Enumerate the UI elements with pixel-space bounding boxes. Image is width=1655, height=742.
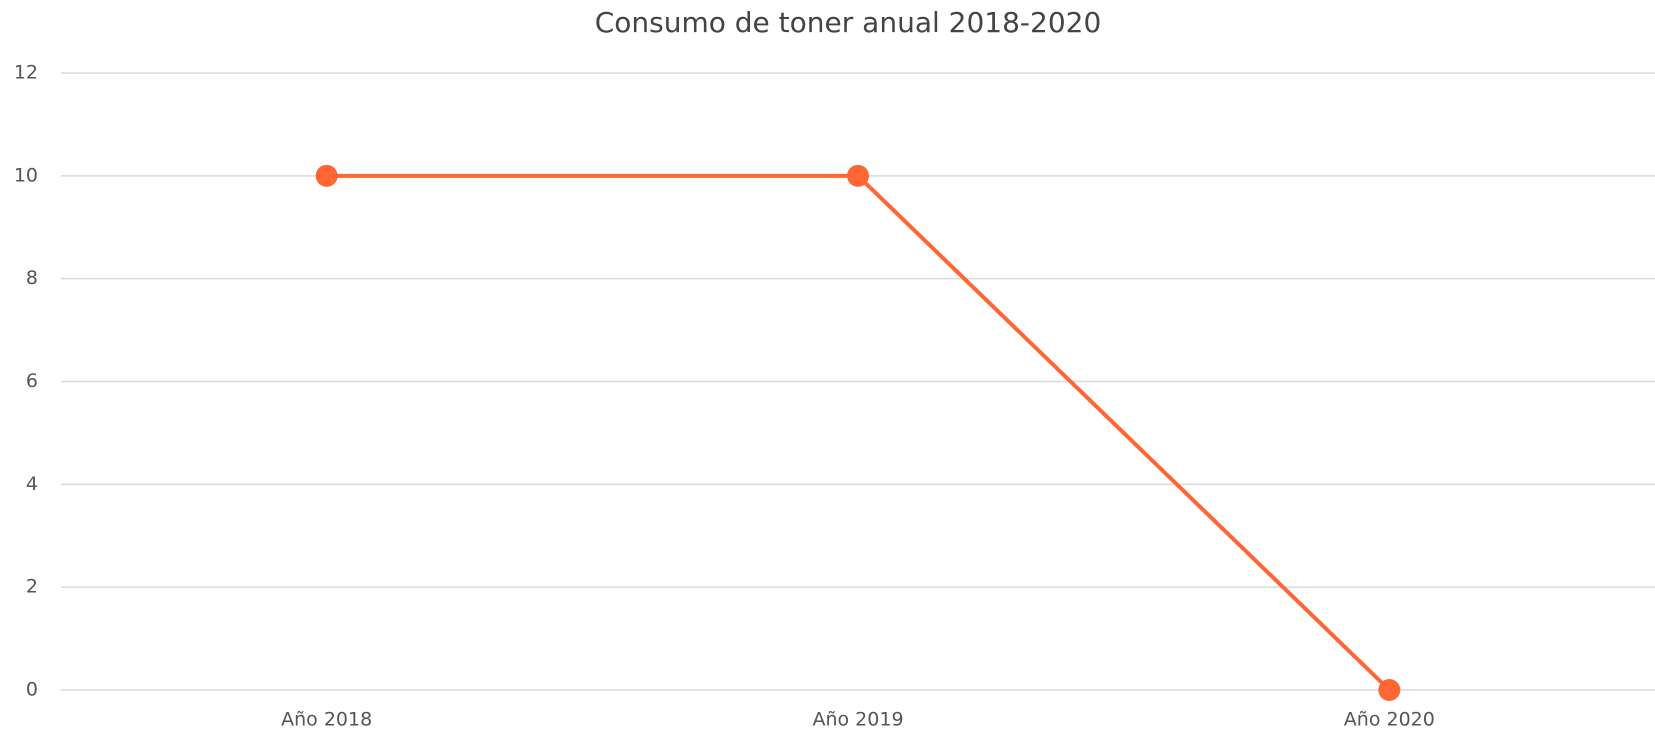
chart-title: Consumo de toner anual 2018-2020 xyxy=(595,6,1102,39)
y-tick-label: 4 xyxy=(26,473,38,495)
point xyxy=(1378,679,1401,701)
x-tick-label: Año 2019 xyxy=(812,709,903,731)
line xyxy=(326,173,1391,692)
x-tick-label: Año 2018 xyxy=(281,709,372,731)
y-tick-label: 12 xyxy=(14,62,38,84)
x-tick-label: Año 2020 xyxy=(1344,709,1435,731)
y-tick-label: 2 xyxy=(26,576,38,598)
y-tick-label: 8 xyxy=(26,267,38,289)
y-tick-label: 0 xyxy=(26,679,38,701)
point xyxy=(847,164,869,187)
y-tick-label: 10 xyxy=(14,164,38,186)
y-tick-label: 6 xyxy=(26,370,38,392)
point xyxy=(315,164,338,187)
